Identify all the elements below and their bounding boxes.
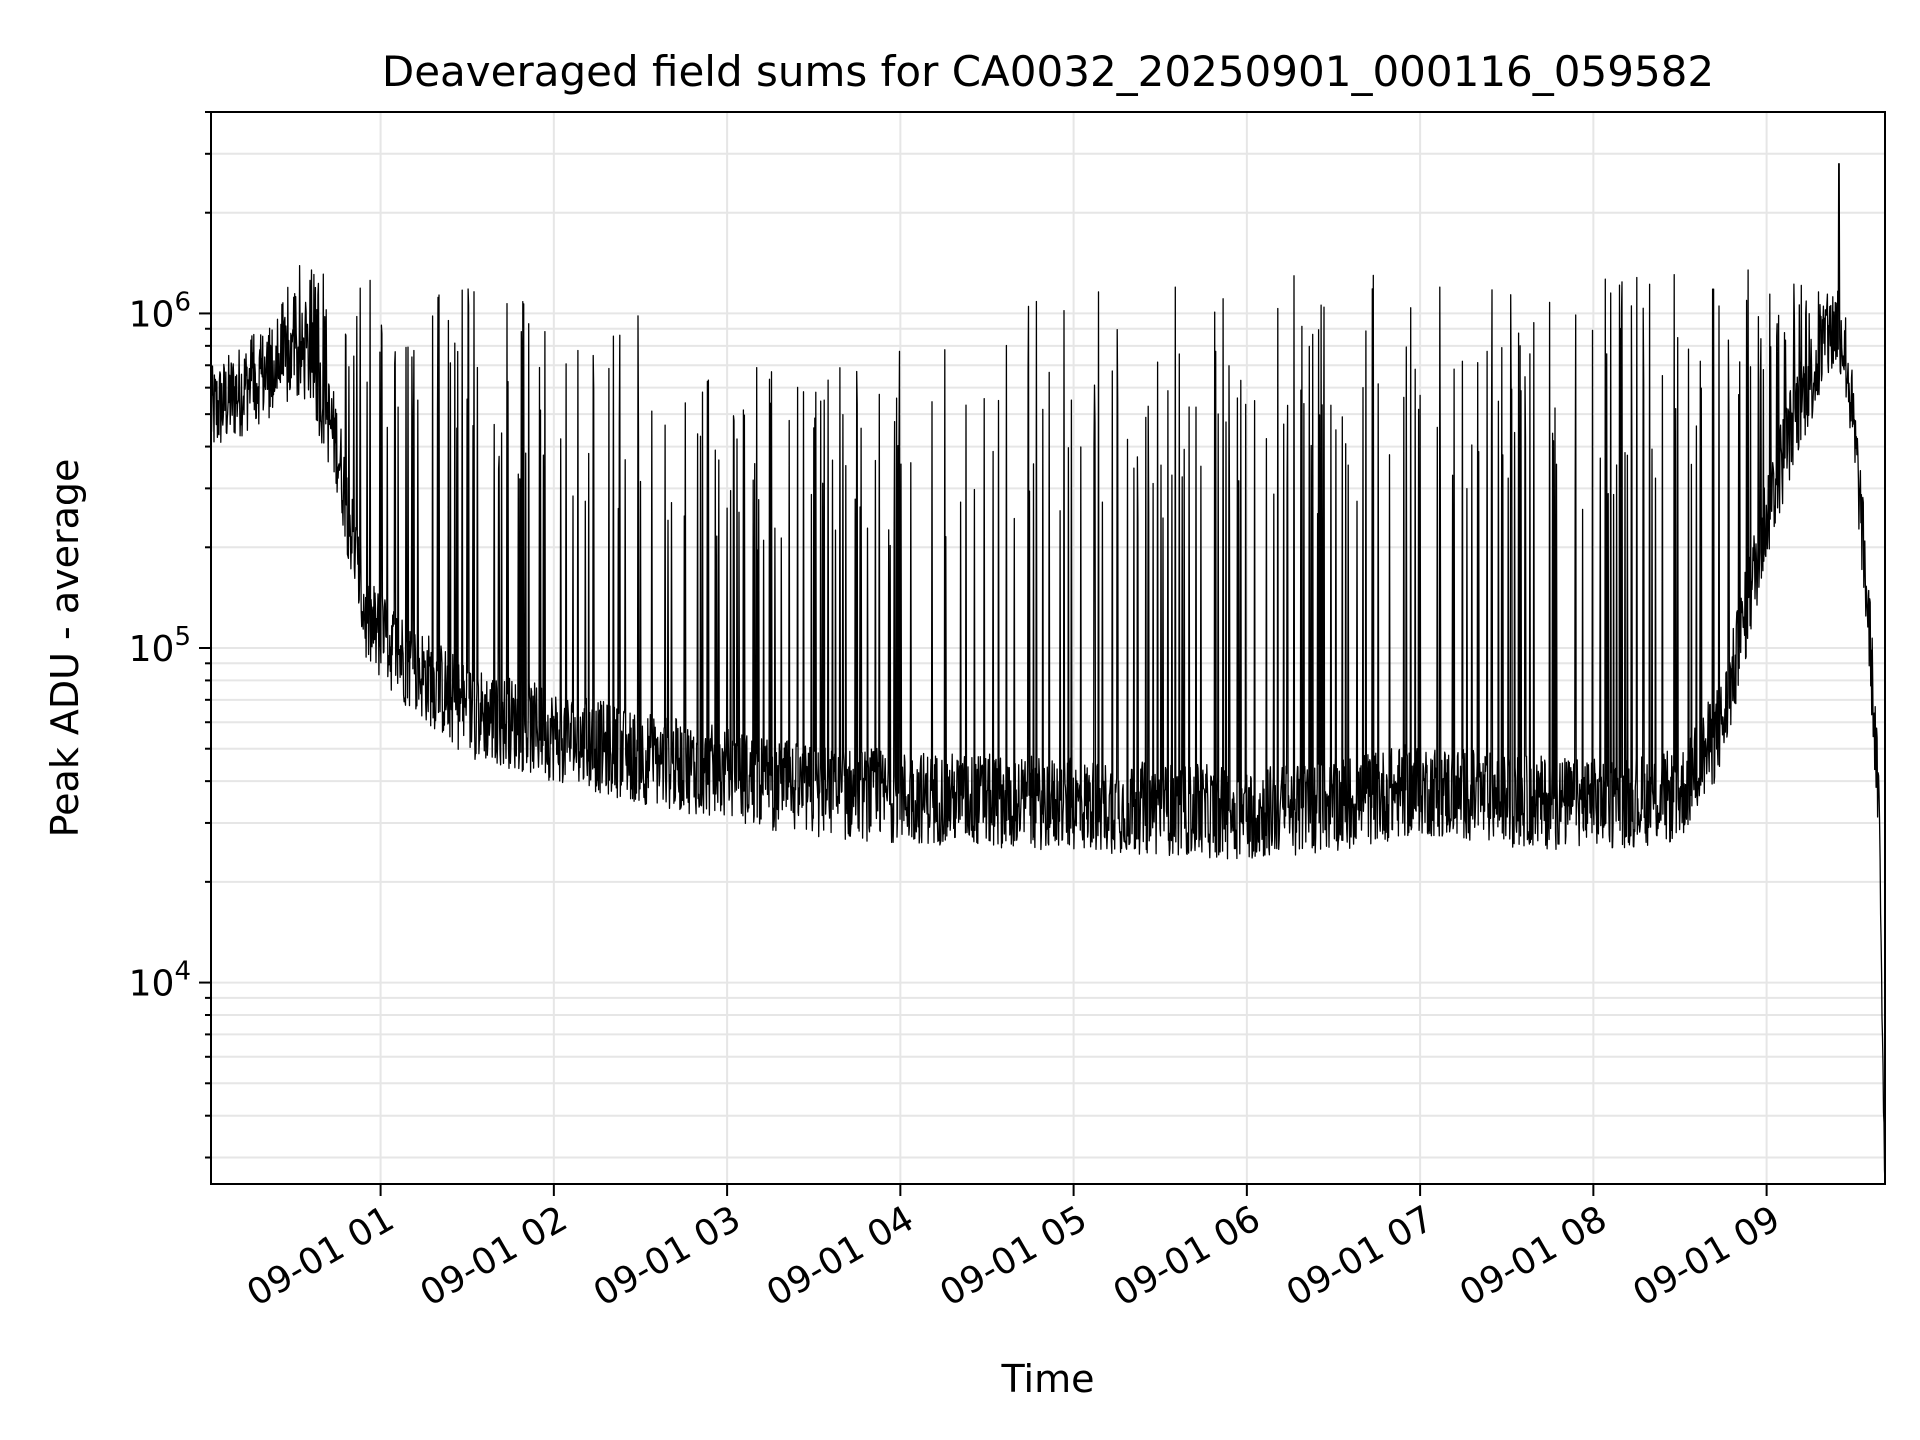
x-tick-label: 09-01 03 [587,1198,748,1314]
x-tick-label: 09-01 04 [760,1198,921,1314]
y-tick-label: 104 [129,957,191,1005]
x-axis: 09-01 01 09-01 02 09-01 03 09-01 04 09-01 05… [240,1184,1787,1315]
chart-title: Deaveraged field sums for CA0032_2025090… [382,47,1714,96]
series-line [210,163,1886,1185]
y-axis: 104 105 106 [129,111,211,1159]
x-axis-label: Time [1001,1357,1095,1401]
x-tick-label: 09-01 02 [414,1198,575,1314]
x-tick-label: 09-01 07 [1280,1198,1441,1314]
x-tick-label: 09-01 09 [1626,1198,1787,1314]
x-tick-label: 09-01 06 [1107,1198,1268,1314]
y-tick-label: 106 [129,287,191,335]
x-tick-label: 09-01 08 [1453,1198,1614,1314]
x-tick-label: 09-01 01 [240,1198,401,1314]
series-area [210,163,1886,1185]
y-axis-label: Peak ADU - average [43,459,87,838]
y-tick-label: 105 [129,622,191,670]
x-tick-label: 09-01 05 [933,1198,1094,1314]
